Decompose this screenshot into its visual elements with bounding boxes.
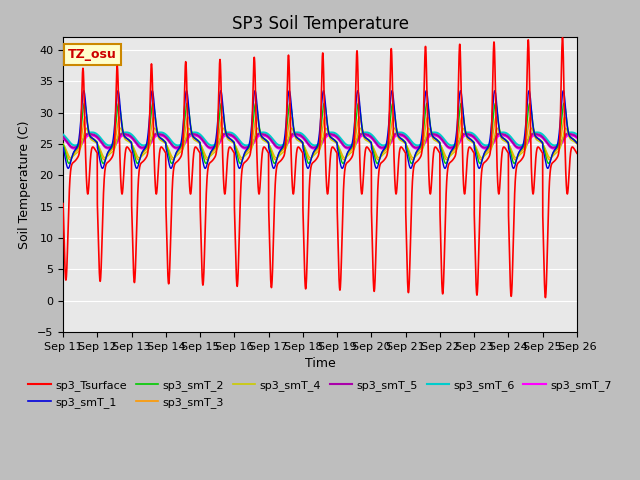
- sp3_Tsurface: [379, 158, 387, 164]
- sp3_smT_5: [515, 144, 523, 150]
- sp3_smT_2: [203, 160, 211, 166]
- sp3_smT_3: [60, 141, 67, 146]
- sp3_Tsurface: [370, 286, 378, 291]
- sp3_smT_4: [573, 141, 580, 147]
- sp3_smT_1: [407, 166, 415, 171]
- sp3_smT_6: [370, 134, 378, 140]
- sp3_smT_4: [60, 142, 67, 147]
- sp3_smT_1: [60, 144, 67, 150]
- Line: sp3_smT_2: sp3_smT_2: [63, 103, 577, 163]
- sp3_smT_4: [170, 155, 177, 161]
- sp3_smT_2: [573, 139, 580, 145]
- sp3_smT_3: [150, 114, 157, 120]
- sp3_smT_3: [379, 150, 387, 156]
- sp3_smT_1: [379, 148, 387, 154]
- sp3_smT_7: [60, 135, 67, 141]
- sp3_smT_1: [203, 163, 211, 169]
- sp3_smT_4: [527, 125, 535, 131]
- sp3_smT_3: [525, 123, 532, 129]
- sp3_smT_2: [134, 160, 141, 166]
- sp3_smT_2: [170, 158, 177, 164]
- sp3_smT_7: [573, 135, 580, 141]
- sp3_smT_7: [203, 143, 211, 149]
- sp3_smT_4: [379, 152, 387, 157]
- sp3_smT_6: [533, 130, 541, 135]
- sp3_smT_2: [525, 107, 532, 112]
- sp3_smT_5: [379, 144, 387, 150]
- sp3_smT_1: [573, 140, 580, 146]
- sp3_smT_2: [492, 100, 499, 106]
- Text: TZ_osu: TZ_osu: [68, 48, 117, 61]
- sp3_smT_7: [291, 132, 299, 138]
- sp3_smT_2: [370, 151, 378, 156]
- sp3_smT_6: [60, 132, 67, 137]
- sp3_smT_5: [525, 137, 532, 143]
- sp3_smT_7: [276, 146, 284, 152]
- sp3_smT_4: [573, 141, 580, 147]
- Title: SP3 Soil Temperature: SP3 Soil Temperature: [232, 15, 408, 33]
- Line: sp3_Tsurface: sp3_Tsurface: [63, 37, 577, 298]
- sp3_smT_5: [573, 134, 580, 140]
- Line: sp3_smT_3: sp3_smT_3: [63, 117, 577, 160]
- sp3_smT_3: [573, 140, 580, 146]
- sp3_smT_2: [573, 140, 580, 145]
- sp3_smT_4: [370, 145, 378, 151]
- sp3_smT_6: [516, 143, 524, 148]
- sp3_smT_1: [170, 160, 177, 166]
- sp3_Tsurface: [573, 150, 580, 156]
- sp3_smT_5: [170, 143, 177, 149]
- sp3_smT_4: [170, 155, 177, 161]
- sp3_smT_6: [573, 132, 580, 137]
- sp3_smT_1: [457, 88, 465, 94]
- sp3_smT_1: [573, 140, 580, 146]
- sp3_smT_6: [524, 137, 532, 143]
- sp3_Tsurface: [203, 184, 211, 190]
- sp3_smT_7: [573, 135, 580, 141]
- sp3_smT_7: [525, 139, 532, 145]
- sp3_smT_6: [573, 132, 580, 137]
- Y-axis label: Soil Temperature (C): Soil Temperature (C): [19, 120, 31, 249]
- sp3_smT_5: [203, 143, 211, 148]
- X-axis label: Time: Time: [305, 357, 335, 370]
- sp3_smT_6: [203, 139, 211, 145]
- sp3_smT_6: [379, 143, 387, 148]
- sp3_smT_2: [60, 142, 67, 147]
- sp3_smT_5: [324, 131, 332, 137]
- sp3_smT_5: [60, 134, 67, 140]
- Line: sp3_smT_4: sp3_smT_4: [63, 128, 577, 158]
- sp3_smT_2: [379, 148, 387, 154]
- sp3_smT_7: [379, 146, 387, 152]
- sp3_smT_6: [170, 140, 177, 146]
- sp3_smT_1: [525, 90, 532, 96]
- Legend: sp3_Tsurface, sp3_smT_1, sp3_smT_2, sp3_smT_3, sp3_smT_4, sp3_smT_5, sp3_smT_6, : sp3_Tsurface, sp3_smT_1, sp3_smT_2, sp3_…: [24, 376, 616, 412]
- sp3_Tsurface: [60, 201, 67, 206]
- sp3_smT_3: [170, 156, 177, 162]
- sp3_smT_4: [524, 136, 532, 142]
- Line: sp3_smT_1: sp3_smT_1: [63, 91, 577, 168]
- Line: sp3_smT_6: sp3_smT_6: [63, 132, 577, 145]
- sp3_smT_7: [370, 138, 378, 144]
- sp3_smT_5: [370, 137, 378, 143]
- sp3_smT_5: [573, 134, 580, 140]
- sp3_smT_3: [169, 157, 177, 163]
- sp3_Tsurface: [573, 150, 580, 156]
- sp3_smT_3: [573, 140, 580, 145]
- sp3_Tsurface: [524, 38, 532, 44]
- sp3_Tsurface: [170, 170, 177, 176]
- sp3_smT_4: [203, 155, 211, 160]
- sp3_smT_1: [370, 156, 378, 162]
- sp3_Tsurface: [541, 295, 549, 300]
- Line: sp3_smT_7: sp3_smT_7: [63, 135, 577, 149]
- Line: sp3_smT_5: sp3_smT_5: [63, 134, 577, 147]
- sp3_smT_3: [370, 147, 378, 153]
- sp3_smT_7: [170, 144, 177, 150]
- sp3_Tsurface: [559, 35, 566, 40]
- sp3_smT_3: [203, 157, 211, 163]
